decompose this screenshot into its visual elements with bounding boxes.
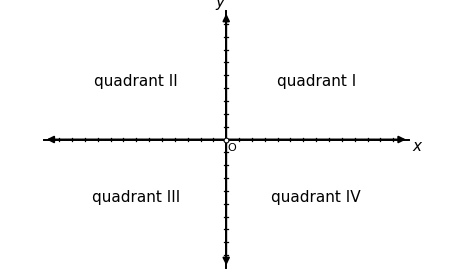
Text: quadrant III: quadrant III [92,190,181,205]
Text: y: y [215,0,224,10]
Text: quadrant IV: quadrant IV [271,190,361,205]
Text: O: O [227,143,236,153]
Text: quadrant I: quadrant I [276,74,356,89]
Text: x: x [413,139,422,154]
Text: quadrant II: quadrant II [94,74,178,89]
